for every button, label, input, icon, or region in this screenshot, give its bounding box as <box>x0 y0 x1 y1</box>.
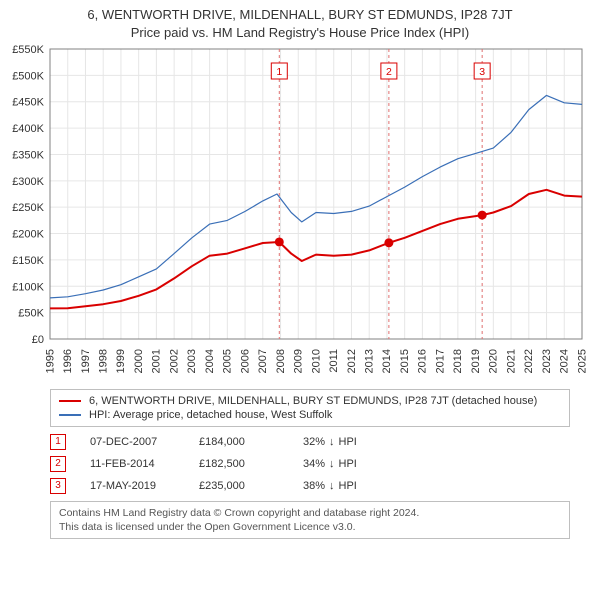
svg-text:1995: 1995 <box>44 349 56 373</box>
svg-text:2003: 2003 <box>186 349 198 373</box>
sale-price-2: £182,500 <box>199 458 279 470</box>
svg-text:2015: 2015 <box>399 349 411 373</box>
svg-text:2024: 2024 <box>559 349 571 373</box>
svg-text:£350K: £350K <box>12 150 44 162</box>
title-line-2: Price paid vs. HM Land Registry's House … <box>0 24 600 42</box>
svg-text:2002: 2002 <box>168 349 180 373</box>
sale-marker-1: 1 <box>50 434 66 450</box>
sale-row-2: 2 11-FEB-2014 £182,500 34% ↓ HPI <box>50 453 570 475</box>
legend-label-hpi: HPI: Average price, detached house, West… <box>89 409 332 421</box>
svg-text:2017: 2017 <box>434 349 446 373</box>
svg-text:2006: 2006 <box>239 349 251 373</box>
svg-text:£50K: £50K <box>18 308 44 320</box>
svg-text:£0: £0 <box>32 334 44 346</box>
sales-table: 1 07-DEC-2007 £184,000 32% ↓ HPI 2 11-FE… <box>50 431 570 497</box>
legend-swatch-property <box>59 400 81 402</box>
price-chart-svg: £0 £50K £100K £150K £200K £250K £300K £350K £400… <box>0 41 600 383</box>
svg-text:£300K: £300K <box>12 176 44 188</box>
down-arrow-icon: ↓ <box>329 436 335 448</box>
svg-text:2010: 2010 <box>310 349 322 373</box>
svg-text:£200K: £200K <box>12 229 44 241</box>
title-line-1: 6, WENTWORTH DRIVE, MILDENHALL, BURY ST … <box>0 6 600 24</box>
chart-title: 6, WENTWORTH DRIVE, MILDENHALL, BURY ST … <box>0 0 600 41</box>
down-arrow-icon: ↓ <box>329 458 335 470</box>
svg-text:2009: 2009 <box>293 349 305 373</box>
sale-row-1: 1 07-DEC-2007 £184,000 32% ↓ HPI <box>50 431 570 453</box>
svg-text:2025: 2025 <box>576 349 588 373</box>
sale-date-2: 11-FEB-2014 <box>90 458 175 470</box>
svg-text:1996: 1996 <box>62 349 74 373</box>
svg-text:1: 1 <box>276 66 282 78</box>
legend: 6, WENTWORTH DRIVE, MILDENHALL, BURY ST … <box>50 389 570 427</box>
svg-text:£100K: £100K <box>12 281 44 293</box>
svg-text:3: 3 <box>479 66 485 78</box>
svg-text:2019: 2019 <box>470 349 482 373</box>
legend-row-hpi: HPI: Average price, detached house, West… <box>59 408 561 422</box>
svg-text:2: 2 <box>386 66 392 78</box>
svg-text:£450K: £450K <box>12 97 44 109</box>
sale-delta-2: 34% ↓ HPI <box>303 458 357 470</box>
svg-text:2011: 2011 <box>328 349 340 373</box>
svg-text:1997: 1997 <box>80 349 92 373</box>
sale-price-1: £184,000 <box>199 436 279 448</box>
legend-row-property: 6, WENTWORTH DRIVE, MILDENHALL, BURY ST … <box>59 394 561 408</box>
svg-text:£250K: £250K <box>12 202 44 214</box>
svg-text:2007: 2007 <box>257 349 269 373</box>
svg-text:2016: 2016 <box>417 349 429 373</box>
svg-text:2022: 2022 <box>523 349 535 373</box>
sale-date-3: 17-MAY-2019 <box>90 480 175 492</box>
sale-delta-1: 32% ↓ HPI <box>303 436 357 448</box>
svg-text:2013: 2013 <box>364 349 376 373</box>
svg-text:2014: 2014 <box>381 349 393 373</box>
svg-text:2008: 2008 <box>275 349 287 373</box>
sale-delta-3: 38% ↓ HPI <box>303 480 357 492</box>
svg-text:£500K: £500K <box>12 70 44 82</box>
sale-marker-3: 3 <box>50 478 66 494</box>
svg-text:1998: 1998 <box>97 349 109 373</box>
sale-marker-2: 2 <box>50 456 66 472</box>
svg-text:1999: 1999 <box>115 349 127 373</box>
svg-text:£150K: £150K <box>12 255 44 267</box>
sale-price-3: £235,000 <box>199 480 279 492</box>
svg-text:2018: 2018 <box>452 349 464 373</box>
legend-label-property: 6, WENTWORTH DRIVE, MILDENHALL, BURY ST … <box>89 395 537 407</box>
chart-area: £0 £50K £100K £150K £200K £250K £300K £350K £400… <box>0 41 600 383</box>
legend-swatch-hpi <box>59 414 81 416</box>
svg-text:2021: 2021 <box>505 349 517 373</box>
svg-text:2012: 2012 <box>346 349 358 373</box>
credit-line-2: This data is licensed under the Open Gov… <box>59 520 561 534</box>
svg-text:2000: 2000 <box>133 349 145 373</box>
svg-text:£400K: £400K <box>12 123 44 135</box>
svg-text:2023: 2023 <box>541 349 553 373</box>
svg-text:2004: 2004 <box>204 349 216 373</box>
svg-text:2001: 2001 <box>151 349 163 373</box>
svg-text:2020: 2020 <box>488 349 500 373</box>
credit-line-1: Contains HM Land Registry data © Crown c… <box>59 506 561 520</box>
svg-text:2005: 2005 <box>222 349 234 373</box>
sale-row-3: 3 17-MAY-2019 £235,000 38% ↓ HPI <box>50 475 570 497</box>
down-arrow-icon: ↓ <box>329 480 335 492</box>
credit-box: Contains HM Land Registry data © Crown c… <box>50 501 570 539</box>
sale-date-1: 07-DEC-2007 <box>90 436 175 448</box>
svg-text:£550K: £550K <box>12 44 44 56</box>
